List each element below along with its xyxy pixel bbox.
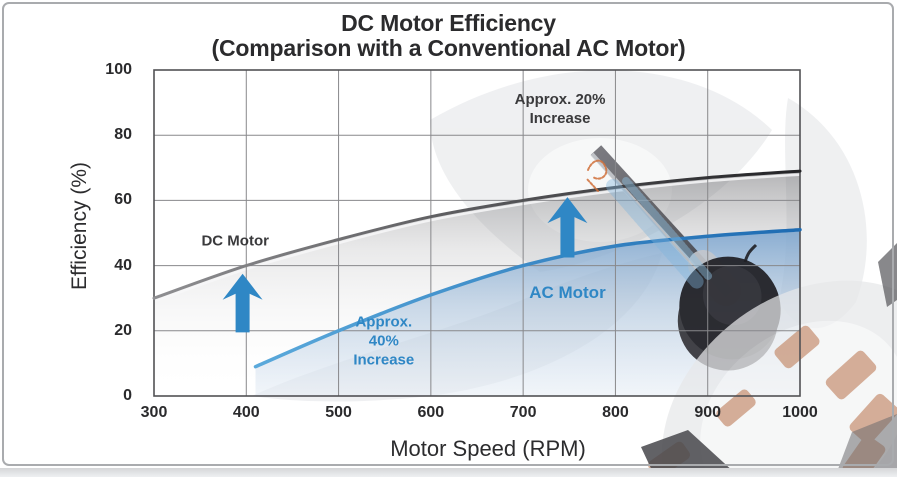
up-arrow: [547, 197, 588, 258]
x-tick-label: 1000: [782, 404, 818, 421]
y-tick-label: 80: [114, 126, 132, 144]
approx-20-line1: Approx. 20%: [514, 91, 606, 109]
x-tick-label: 600: [417, 404, 445, 421]
x-tick-label: 900: [694, 404, 722, 421]
approx-20-line2: Increase: [529, 110, 591, 128]
up-arrow: [222, 273, 263, 333]
ac-motor-area-fill: [255, 229, 800, 396]
y-tick-label: 40: [114, 256, 132, 274]
approx-20-increase-annotation: Approx. 20% Increase: [515, 90, 606, 128]
approx-40-line3: Increase: [353, 351, 415, 369]
x-tick-label: 500: [325, 404, 352, 421]
y-tick-label: 0: [123, 387, 132, 404]
orange-scribble: [586, 159, 608, 192]
x-tick-label: 400: [232, 404, 260, 421]
dc-motor-series-label: DC Motor: [201, 232, 269, 250]
chart-title: DC Motor Efficiency: [341, 10, 556, 36]
y-tick-label: 20: [114, 321, 132, 339]
chart-subtitle: (Comparison with a Conventional AC Motor…: [211, 35, 686, 61]
y-tick-label: 100: [105, 61, 132, 78]
ac-motor-curve: [253, 227, 802, 369]
dc-motor-curve: [152, 169, 802, 300]
x-tick-label: 700: [509, 404, 537, 421]
bottom-page-strip: [0, 468, 897, 477]
mount-bracket-right: [835, 414, 897, 477]
motor-hub-wire: [743, 243, 758, 263]
approx-40-line2: 40%: [368, 332, 399, 350]
dc-curve-highlight: [153, 173, 801, 303]
increase-arrows: [222, 197, 588, 333]
plot-border: [153, 69, 801, 397]
approx-40-increase-annotation: Approx. 40% Increase: [353, 312, 414, 369]
motor-foreground-parts: [590, 145, 897, 477]
coil-sketch-texture: [586, 159, 713, 289]
approx-40-line1: Approx.: [355, 313, 413, 331]
x-axis-title: Motor Speed (RPM): [390, 436, 586, 461]
x-tick-label: 300: [140, 404, 168, 421]
x-tick-label: 800: [602, 404, 629, 421]
fan-blade-right: [779, 98, 867, 329]
y-tick-label: 60: [114, 191, 132, 209]
ac-motor-series-label: AC Motor: [529, 283, 606, 303]
